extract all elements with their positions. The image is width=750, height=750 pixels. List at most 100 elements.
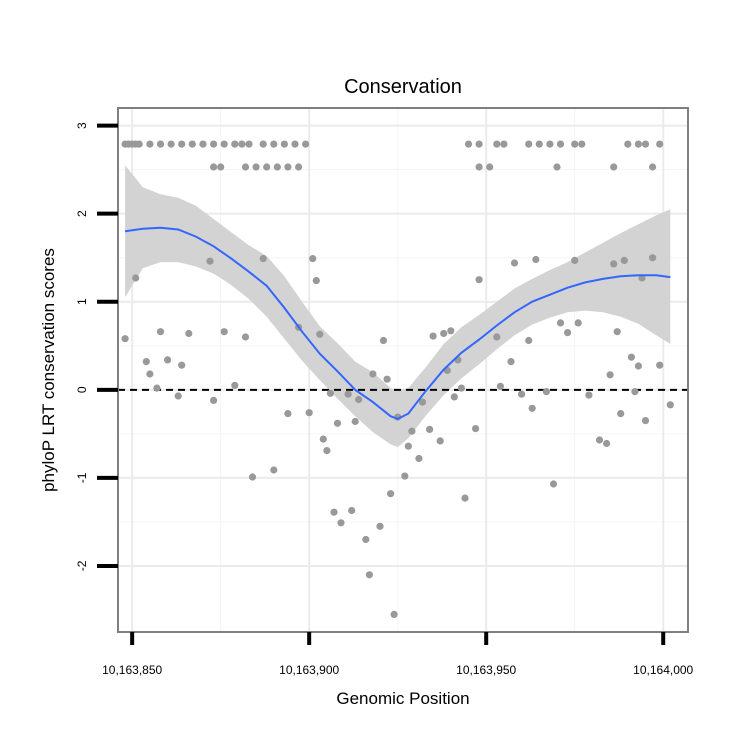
data-point-12	[220, 140, 228, 148]
x-axis: 10,163,850 10,163,900 10,163,950 10,164,000	[102, 632, 694, 677]
y-tick-label-5: 3	[75, 122, 89, 129]
data-point-35	[546, 140, 554, 148]
data-point-101	[447, 327, 455, 335]
data-point-108	[493, 333, 501, 341]
data-point-50	[142, 358, 150, 366]
data-point-121	[574, 319, 582, 327]
data-point-61	[231, 381, 239, 389]
data-point-74	[326, 389, 334, 397]
data-point-70	[312, 277, 320, 285]
data-point-11	[210, 140, 218, 148]
x-tick-label-2: 10,163,950	[456, 663, 516, 677]
data-point-76	[333, 419, 342, 427]
data-point-81	[355, 395, 363, 404]
data-point-126	[610, 260, 618, 268]
data-point-97	[429, 332, 437, 340]
data-point-49	[132, 274, 140, 282]
data-point-56	[178, 361, 186, 369]
data-point-24	[252, 163, 260, 171]
plot-panel	[118, 108, 688, 632]
y-tick-label-3: 1	[75, 298, 89, 305]
data-point-20	[302, 140, 310, 148]
data-point-15	[245, 140, 253, 148]
y-axis: -2 -1 0 1 2 3	[75, 122, 118, 571]
data-point-82	[362, 535, 370, 544]
data-point-107	[475, 276, 483, 284]
data-point-23	[241, 163, 250, 171]
data-point-52	[153, 384, 161, 392]
x-tick-label-3: 10,164,000	[633, 663, 693, 677]
x-axis-title: Genomic Position	[336, 689, 469, 708]
y-tick-label-0: -2	[75, 560, 89, 571]
data-point-30	[475, 140, 483, 148]
data-point-8	[178, 140, 186, 148]
data-point-106	[472, 425, 480, 433]
data-point-21	[210, 163, 218, 171]
data-point-66	[284, 410, 292, 418]
data-point-105	[461, 494, 469, 502]
data-point-124	[603, 439, 611, 448]
data-point-37	[571, 140, 579, 148]
y-tick-label-1: -1	[75, 472, 89, 483]
data-point-63	[248, 473, 257, 481]
data-point-41	[641, 140, 650, 148]
data-point-44	[486, 163, 494, 171]
data-point-59	[210, 396, 218, 404]
data-point-91	[401, 472, 409, 480]
data-point-88	[387, 490, 395, 498]
data-point-5	[146, 140, 154, 148]
data-point-132	[634, 362, 643, 370]
data-point-109	[496, 382, 504, 390]
data-point-10	[199, 140, 207, 148]
data-point-9	[188, 140, 196, 148]
data-point-71	[316, 330, 324, 338]
data-point-48	[121, 335, 129, 343]
data-point-57	[185, 329, 193, 338]
data-point-112	[518, 390, 526, 398]
data-point-45	[553, 163, 561, 171]
data-point-93	[408, 427, 416, 435]
data-point-65	[270, 466, 278, 474]
data-point-80	[351, 417, 359, 426]
data-point-34	[535, 140, 543, 148]
data-point-29	[464, 140, 473, 148]
data-point-54	[164, 356, 172, 364]
data-point-123	[595, 436, 604, 444]
chart-title: Conservation	[344, 76, 462, 98]
data-point-84	[369, 370, 377, 378]
data-point-68	[305, 409, 313, 417]
smooth-curve	[124, 226, 671, 420]
data-point-115	[532, 255, 540, 264]
data-point-131	[631, 388, 639, 396]
data-point-116	[542, 388, 551, 396]
data-point-98	[436, 437, 444, 445]
y-axis-title: phyloP LRT conservation scores	[39, 248, 58, 492]
data-point-118	[556, 319, 565, 327]
data-point-64	[259, 255, 267, 263]
data-point-16	[259, 140, 267, 148]
data-point-94	[415, 454, 423, 463]
data-point-38	[578, 140, 586, 148]
data-point-85	[376, 522, 384, 530]
data-point-136	[656, 361, 664, 369]
data-point-86	[379, 336, 388, 345]
data-point-75	[330, 508, 338, 516]
data-point-77	[337, 519, 345, 527]
data-point-26	[273, 163, 281, 171]
data-point-18	[280, 140, 288, 148]
y-tick-label-4: 2	[75, 210, 89, 217]
data-point-95	[418, 398, 427, 406]
data-point-114	[528, 404, 536, 412]
data-point-28	[295, 163, 303, 171]
data-point-51	[146, 370, 154, 378]
data-point-4	[135, 140, 143, 148]
data-point-127	[613, 328, 621, 336]
data-point-119	[564, 329, 572, 337]
data-point-55	[174, 392, 182, 400]
data-point-104	[457, 384, 465, 392]
data-point-62	[241, 333, 250, 341]
data-point-69	[309, 255, 317, 263]
data-point-134	[641, 417, 650, 425]
data-point-27	[284, 163, 292, 171]
